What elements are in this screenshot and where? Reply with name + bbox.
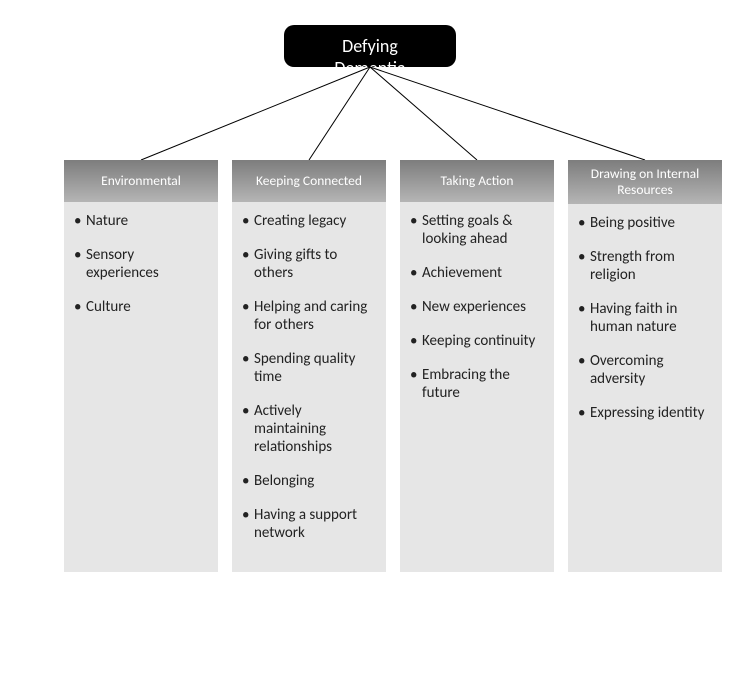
list-item: Setting goals & looking ahead <box>410 212 544 248</box>
item-list: Setting goals & looking ahead Achievement… <box>410 212 544 402</box>
list-item-label: Sensory experiences <box>86 246 159 282</box>
list-item: Having faith in human nature <box>578 300 712 336</box>
column-header: Taking Action <box>400 160 554 202</box>
list-item-label: Having faith in human nature <box>590 300 677 336</box>
column-title: Drawing on Internal Resources <box>572 166 718 198</box>
list-item-label: Expressing identity <box>590 404 704 422</box>
list-item: Culture <box>74 298 208 316</box>
list-item-label: Being positive <box>590 214 675 232</box>
list-item: Belonging <box>242 472 376 490</box>
list-item: Nature <box>74 212 208 230</box>
column: Taking Action Setting goals & looking ahe… <box>400 160 554 572</box>
columns-container: Environmental Nature Sensory experiences Cu… <box>64 160 722 572</box>
item-list: Creating legacy Giving gifts to others Hel… <box>242 212 376 542</box>
list-item-label: Nature <box>86 212 128 230</box>
column: Keeping Connected Creating legacy Giving g… <box>232 160 386 572</box>
list-item-label: Creating legacy <box>254 212 346 230</box>
list-item: Having a support network <box>242 506 376 542</box>
list-item: New experiences <box>410 298 544 316</box>
list-item-label: Setting goals & looking ahead <box>422 212 512 248</box>
list-item-label: New experiences <box>422 298 526 316</box>
list-item-label: Achievement <box>422 264 502 282</box>
root-node: Defying Dementia <box>284 25 456 67</box>
column-body: Nature Sensory experiences Culture <box>64 202 218 346</box>
list-item-label: Overcoming adversity <box>590 352 664 388</box>
column-body: Creating legacy Giving gifts to others Hel… <box>232 202 386 572</box>
list-item-label: Actively maintaining relationships <box>254 402 332 456</box>
root-label: Defying Dementia <box>334 35 405 79</box>
list-item: Achievement <box>410 264 544 282</box>
item-list: Nature Sensory experiences Culture <box>74 212 208 316</box>
list-item: Sensory experiences <box>74 246 208 282</box>
list-item: Strength from religion <box>578 248 712 284</box>
list-item-label: Belonging <box>254 472 314 490</box>
column: Drawing on Internal Resources Being posit… <box>568 160 722 572</box>
column-header: Drawing on Internal Resources <box>568 160 722 204</box>
column-title: Keeping Connected <box>256 173 362 189</box>
column-header: Keeping Connected <box>232 160 386 202</box>
column-body: Setting goals & looking ahead Achievement… <box>400 202 554 432</box>
column-title: Environmental <box>101 173 181 189</box>
list-item: Giving gifts to others <box>242 246 376 282</box>
list-item: Keeping continuity <box>410 332 544 350</box>
list-item: Being positive <box>578 214 712 232</box>
list-item: Actively maintaining relationships <box>242 402 376 456</box>
list-item: Spending quality time <box>242 350 376 386</box>
item-list: Being positive Strength from religion Havi… <box>578 214 712 422</box>
list-item: Expressing identity <box>578 404 712 422</box>
list-item-label: Embracing the future <box>422 366 510 402</box>
list-item: Helping and caring for others <box>242 298 376 334</box>
column: Environmental Nature Sensory experiences Cu… <box>64 160 218 572</box>
list-item-label: Culture <box>86 298 131 316</box>
list-item-label: Spending quality time <box>254 350 355 386</box>
list-item: Embracing the future <box>410 366 544 402</box>
list-item-label: Having a support network <box>254 506 357 542</box>
column-title: Taking Action <box>441 173 514 189</box>
list-item: Overcoming adversity <box>578 352 712 388</box>
list-item: Creating legacy <box>242 212 376 230</box>
list-item-label: Keeping continuity <box>422 332 535 350</box>
list-item-label: Helping and caring for others <box>254 298 367 334</box>
list-item-label: Strength from religion <box>590 248 675 284</box>
column-body: Being positive Strength from religion Havi… <box>568 204 722 452</box>
list-item-label: Giving gifts to others <box>254 246 337 282</box>
column-header: Environmental <box>64 160 218 202</box>
